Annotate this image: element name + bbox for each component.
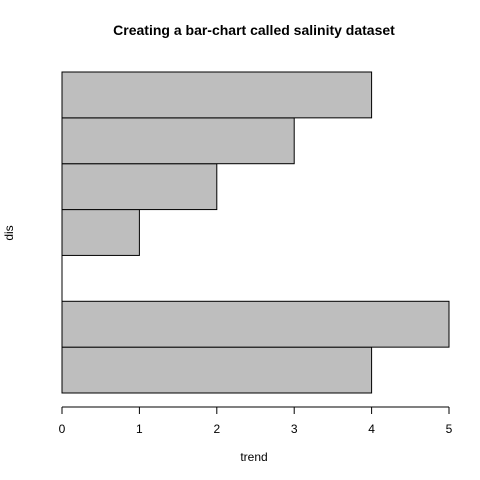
x-tick-label: 4 — [368, 422, 375, 436]
bar — [61, 346, 373, 394]
bar — [61, 117, 295, 165]
y-axis-label: dis — [2, 225, 16, 240]
x-tick-label: 3 — [291, 422, 298, 436]
x-tick-label: 5 — [446, 422, 453, 436]
x-axis-label: trend — [240, 450, 267, 464]
bar — [61, 209, 140, 256]
x-ticks: 0 1 2 3 4 5 — [59, 407, 453, 436]
x-tick-label: 0 — [59, 422, 66, 436]
bars-group — [61, 71, 450, 394]
x-tick-label: 2 — [213, 422, 220, 436]
x-axis: 0 1 2 3 4 5 — [59, 406, 453, 436]
bar — [61, 300, 450, 348]
chart-title: Creating a bar-chart called salinity dat… — [113, 22, 395, 38]
x-tick-label: 1 — [136, 422, 143, 436]
bar — [61, 163, 218, 211]
bar — [61, 71, 373, 119]
